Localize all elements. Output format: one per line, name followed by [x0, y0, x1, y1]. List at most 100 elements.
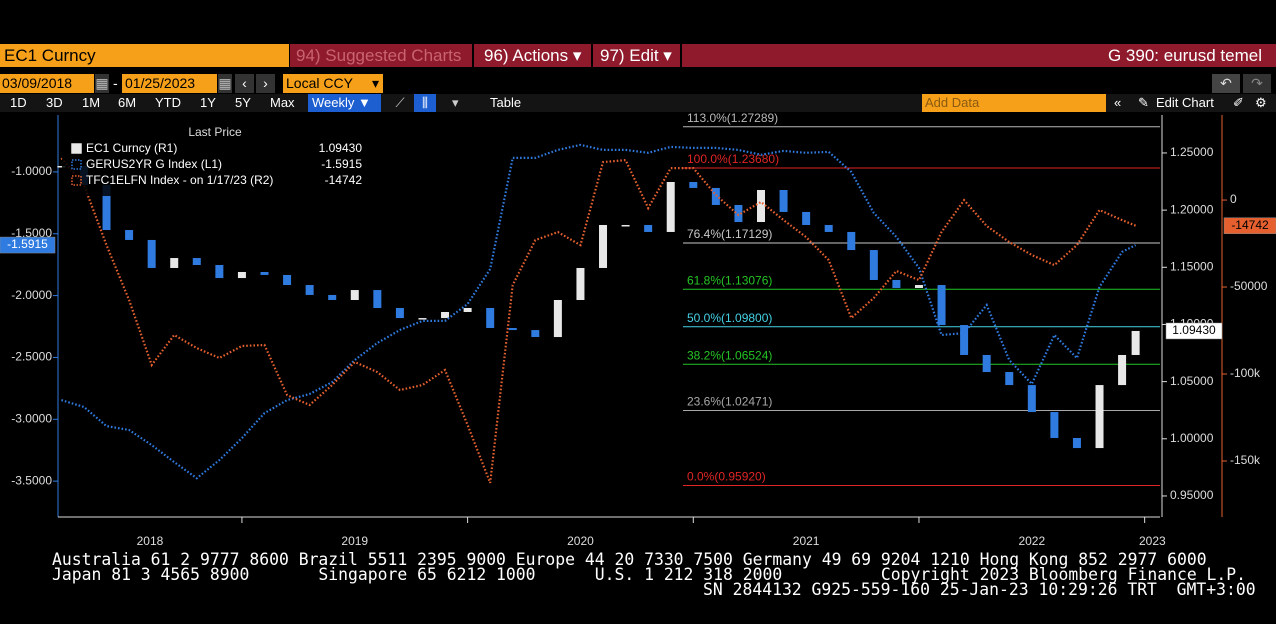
- candle: [666, 182, 675, 232]
- candle: [463, 307, 472, 312]
- candle: [689, 182, 698, 188]
- line-chart-icon[interactable]: ⟋: [395, 95, 405, 110]
- candle: [486, 307, 495, 329]
- candle: [170, 258, 179, 268]
- last-value-label: 1.09430: [1172, 323, 1216, 337]
- candle: [418, 318, 427, 320]
- x-tick-label: 2022: [1018, 534, 1045, 548]
- candle: [869, 250, 878, 280]
- candle: [1072, 437, 1081, 449]
- y-tick-label: -3.5000: [11, 473, 52, 487]
- candle: [1095, 385, 1104, 449]
- period-button[interactable]: YTD: [155, 95, 181, 110]
- period-button[interactable]: Max: [270, 95, 295, 110]
- y2-tick-label: 1.00000: [1170, 431, 1214, 445]
- edit-chart-button[interactable]: Edit Chart: [1156, 95, 1214, 110]
- collapse-button[interactable]: «: [1114, 95, 1122, 110]
- candle: [553, 299, 562, 338]
- period-button[interactable]: 1D: [10, 95, 27, 110]
- legend-swatch: [71, 175, 82, 186]
- legend-title: Last Price: [188, 125, 242, 139]
- y3-tick-label: -150k: [1230, 453, 1261, 467]
- candle: [283, 274, 292, 286]
- currency-label: Local CCY: [286, 75, 353, 91]
- candle: [937, 285, 946, 326]
- candle: [914, 285, 923, 288]
- candle: [847, 231, 856, 251]
- legend-entry: GERUS2YR G Index (L1): [86, 157, 222, 171]
- currency-select[interactable]: Local CCY ▾: [283, 74, 383, 93]
- redo-button[interactable]: ↷: [1243, 74, 1271, 93]
- y3-tick-label: 0: [1230, 192, 1237, 206]
- candle: [260, 271, 269, 275]
- candle: [644, 224, 653, 232]
- candle: [982, 354, 991, 373]
- settings-icon[interactable]: ⚙: [1255, 95, 1267, 110]
- start-date[interactable]: 03/09/2018: [0, 74, 94, 93]
- suggested-charts-button[interactable]: 94) Suggested Charts: [292, 44, 474, 67]
- last-value-label: -14742: [1231, 218, 1269, 232]
- candle: [756, 190, 765, 223]
- period-button[interactable]: 5Y: [235, 95, 251, 110]
- legend-swatch: [71, 159, 82, 170]
- period-button[interactable]: 3D: [46, 95, 63, 110]
- x-tick-label: 2023: [1139, 534, 1166, 548]
- y2-tick-label: 1.05000: [1170, 374, 1214, 388]
- candle: [1050, 412, 1059, 438]
- y-tick-label: -1.5000: [11, 226, 52, 240]
- chart-type-arrow[interactable]: ▾: [452, 95, 459, 110]
- y3-tick-label: -100k: [1230, 366, 1261, 380]
- add-data-input[interactable]: Add Data: [922, 94, 1106, 112]
- calendar-icon[interactable]: ▦: [218, 74, 232, 93]
- end-date[interactable]: 01/25/2023: [122, 74, 217, 93]
- last-value-badge: [1165, 322, 1223, 340]
- candle: [237, 271, 246, 279]
- candle: [599, 224, 608, 268]
- legend-entry: TFC1ELFN Index - on 1/17/23 (R2): [86, 173, 273, 187]
- edit-menu[interactable]: 97) Edit ▾: [596, 44, 682, 67]
- pencil-icon[interactable]: ✎: [1138, 95, 1149, 110]
- legend-swatch: [71, 143, 82, 154]
- legend: Last Price EC1 Curncy (R1) 1.09430 GERUS2YR…: [62, 120, 368, 196]
- annotate-icon[interactable]: ✐: [1233, 95, 1244, 110]
- calendar-icon[interactable]: ▦: [95, 74, 109, 93]
- fib-label: 38.2%(1.06524): [687, 348, 772, 362]
- candle: [373, 290, 382, 308]
- legend-entry: EC1 Curncy (R1): [86, 141, 177, 155]
- candle: [350, 290, 359, 300]
- candle: [576, 267, 585, 300]
- legend-value: -1.5915: [321, 157, 362, 171]
- candle: [960, 325, 969, 355]
- candle: [215, 265, 224, 279]
- security-field[interactable]: EC1 Curncy: [0, 44, 289, 67]
- fib-label: 0.0%(0.95920): [687, 470, 766, 484]
- period-button[interactable]: 1Y: [200, 95, 216, 110]
- frequency-select[interactable]: Weekly ▼: [308, 94, 381, 112]
- page-title: G 390: eurusd temel: [1107, 46, 1262, 65]
- candle: [1118, 354, 1127, 386]
- legend-value: 1.09430: [319, 141, 363, 155]
- y-tick-label: -3.0000: [11, 411, 52, 425]
- prev-button[interactable]: ‹: [235, 74, 254, 93]
- y2-tick-label: 1.15000: [1170, 259, 1214, 273]
- period-button[interactable]: 1M: [82, 95, 101, 110]
- undo-button[interactable]: ↶: [1212, 74, 1240, 93]
- y3-tick-label: -50000: [1230, 279, 1268, 293]
- candle: [57, 165, 66, 168]
- table-button[interactable]: Table: [490, 95, 522, 110]
- fib-label: 50.0%(1.09800): [687, 311, 772, 325]
- bar-chart-icon[interactable]: ⫼: [414, 94, 436, 112]
- footer-line: Japan 81 3 4565 8900 Singapore 65 6212 1…: [52, 565, 1247, 584]
- y2-tick-label: 1.25000: [1170, 145, 1214, 159]
- candle: [102, 184, 111, 231]
- next-button[interactable]: ›: [256, 74, 275, 93]
- actions-menu[interactable]: 96) Actions ▾: [478, 44, 593, 67]
- x-tick-label: 2020: [567, 534, 594, 548]
- y-tick-label: -2.0000: [11, 288, 52, 302]
- candle: [824, 224, 833, 232]
- period-button[interactable]: 6M: [118, 95, 137, 110]
- last-value-label: -1.5915: [7, 237, 48, 251]
- footer-line: Australia 61 2 9777 8600 Brazil 5511 239…: [52, 550, 1207, 569]
- candle: [1005, 372, 1014, 386]
